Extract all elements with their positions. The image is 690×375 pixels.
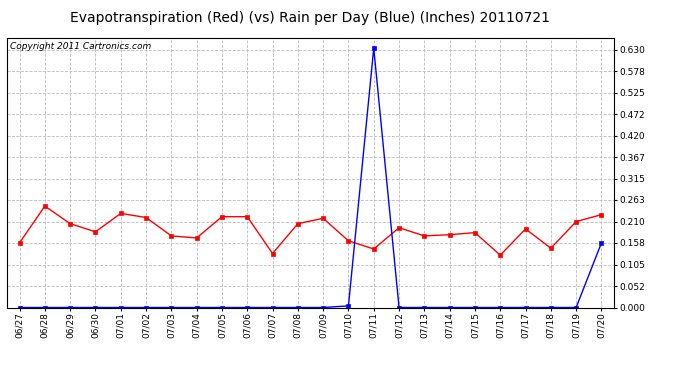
Text: Evapotranspiration (Red) (vs) Rain per Day (Blue) (Inches) 20110721: Evapotranspiration (Red) (vs) Rain per D… <box>70 11 551 25</box>
Text: Copyright 2011 Cartronics.com: Copyright 2011 Cartronics.com <box>10 42 151 51</box>
